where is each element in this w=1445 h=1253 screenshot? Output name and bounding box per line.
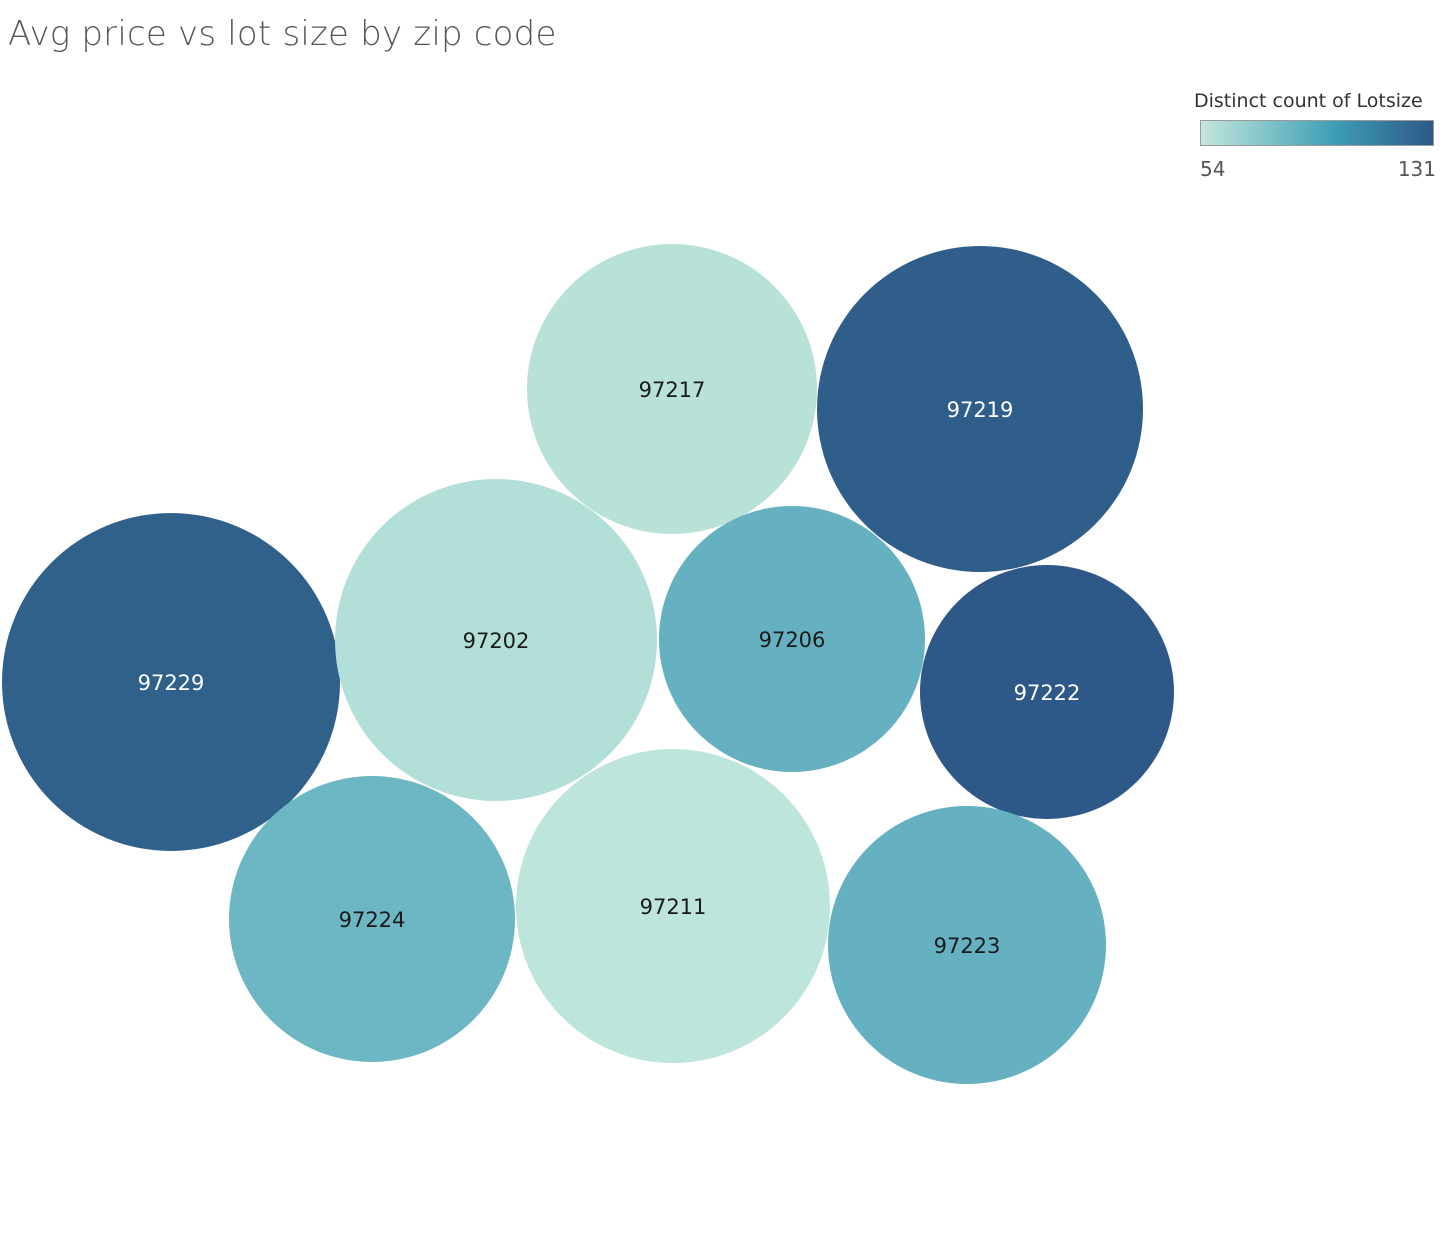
bubble-97202[interactable]: 97202 (335, 479, 657, 801)
bubble-97229[interactable]: 97229 (2, 513, 340, 851)
legend-title: Distinct count of Lotsize (1194, 90, 1423, 112)
bubble-97224[interactable]: 97224 (229, 776, 515, 1062)
bubble-label-97202: 97202 (463, 629, 530, 653)
bubble-97219[interactable]: 97219 (817, 246, 1143, 572)
bubble-97217[interactable]: 97217 (527, 244, 817, 534)
bubble-label-97206: 97206 (759, 628, 826, 652)
bubble-label-97229: 97229 (138, 671, 205, 695)
bubble-97222[interactable]: 97222 (920, 565, 1174, 819)
bubble-circle-97224[interactable] (229, 776, 515, 1062)
bubble-label-97211: 97211 (640, 895, 707, 919)
legend-min-label: 54 (1200, 157, 1226, 181)
chart-title: Avg price vs lot size by zip code (8, 14, 557, 54)
bubble-circle-97219[interactable] (817, 246, 1143, 572)
legend-max-label: 131 (1397, 157, 1436, 181)
color-legend: Distinct count of Lotsize 54 131 (1180, 88, 1440, 188)
bubble-label-97222: 97222 (1014, 681, 1081, 705)
bubble-circle-97206[interactable] (659, 506, 925, 772)
bubble-label-97219: 97219 (947, 398, 1014, 422)
bubble-label-97223: 97223 (934, 934, 1001, 958)
bubble-circle-97211[interactable] (516, 749, 830, 1063)
bubble-label-97217: 97217 (639, 378, 706, 402)
bubble-97206[interactable]: 97206 (659, 506, 925, 772)
legend-color-ramp (1200, 120, 1434, 146)
bubble-label-97224: 97224 (339, 908, 406, 932)
bubble-97223[interactable]: 97223 (828, 806, 1106, 1084)
bubble-circle-97217[interactable] (527, 244, 817, 534)
bubble-circle-97222[interactable] (920, 565, 1174, 819)
bubble-circle-97229[interactable] (2, 513, 340, 851)
bubble-97211[interactable]: 97211 (516, 749, 830, 1063)
bubble-circle-97223[interactable] (828, 806, 1106, 1084)
bubble-circle-97202[interactable] (335, 479, 657, 801)
